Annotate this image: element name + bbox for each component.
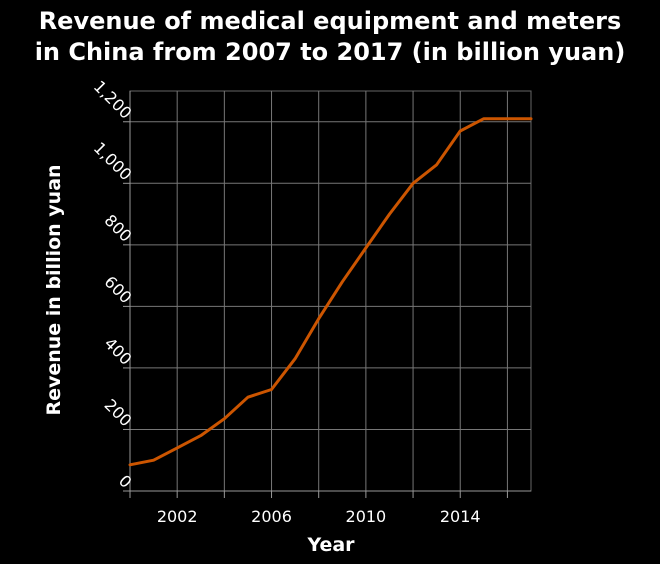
x-axis-label: Year: [306, 534, 355, 556]
x-tick-label: 2010: [346, 507, 387, 526]
chart-title: Revenue of medical equipment and meters …: [0, 6, 660, 68]
y-axis-label: Revenue in billion yuan: [43, 164, 65, 415]
chart-title-line-1: Revenue of medical equipment and meters: [38, 7, 622, 35]
x-tick-label: 2014: [440, 507, 481, 526]
axes: [123, 91, 531, 498]
y-tick-label: 1,200: [90, 77, 136, 123]
y-tick-label: 1,000: [90, 138, 136, 184]
series-line: [128, 117, 533, 467]
chart-title-line-2: in China from 2007 to 2017 (in billion y…: [34, 38, 626, 66]
series-layer: [128, 117, 533, 467]
x-tick-label: 2002: [157, 507, 198, 526]
y-tick-label: 0: [115, 471, 136, 492]
grid-lines: [129, 90, 532, 492]
plot-border: [129, 90, 532, 492]
x-tick-label: 2006: [251, 507, 292, 526]
